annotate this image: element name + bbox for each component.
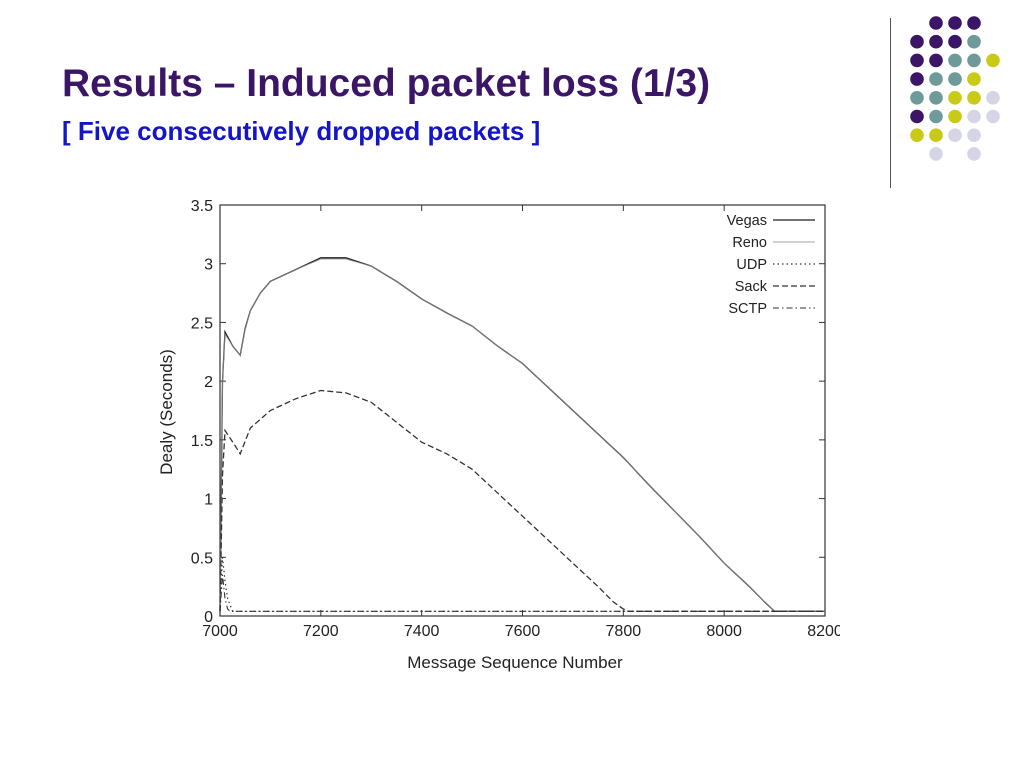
x-tick-label: 8000 — [706, 623, 742, 640]
decor-dot — [929, 16, 943, 30]
decor-dot — [910, 34, 924, 49]
legend-label: Reno — [732, 235, 767, 251]
decor-dot — [948, 16, 962, 30]
legend-label: Sack — [735, 279, 768, 295]
chart: 7000 7200 7400 7600 7800 8000 8200 0 0.5 1 1.5 2 2.5… — [157, 198, 840, 672]
y-tick-label: 2 — [204, 374, 213, 391]
decor-dot — [910, 91, 924, 105]
y-tick-label: 2.5 — [191, 315, 213, 332]
x-tick-label: 7400 — [404, 623, 440, 640]
decor-dot — [929, 91, 943, 105]
decor-dot — [967, 72, 981, 86]
decor-dot — [967, 16, 981, 30]
decor-dot — [967, 53, 981, 68]
series-line-sctp — [219, 574, 825, 612]
decor-dot — [948, 128, 962, 142]
decor-dot — [910, 72, 924, 86]
y-tick-label: 0.5 — [191, 550, 213, 567]
decor-dot — [986, 53, 1000, 68]
y-tick-label: 1 — [204, 492, 213, 509]
decor-dot — [948, 72, 962, 86]
plot-area: 7000 7200 7400 7600 7800 8000 8200 0 0.5 1 1.5 2 2.5… — [191, 198, 840, 640]
slide-title: Results – Induced packet loss (1/3) — [62, 62, 711, 105]
legend-label: Vegas — [727, 213, 767, 229]
y-axis-label: Dealy (Seconds) — [157, 349, 176, 475]
y-tick-label: 3.5 — [191, 198, 213, 215]
series-line-udp — [219, 557, 825, 612]
x-tick-label: 7200 — [303, 623, 339, 640]
decorative-dot-grid — [910, 16, 1000, 161]
decor-dot — [929, 34, 943, 49]
decor-dot — [948, 91, 962, 105]
decorative-divider — [890, 18, 891, 188]
decor-dot — [967, 109, 981, 124]
decor-dot — [929, 147, 943, 161]
decor-dot — [948, 34, 962, 49]
decor-dot — [910, 128, 924, 142]
y-tick-label: 1.5 — [191, 433, 213, 450]
series-line-sack — [219, 389, 825, 612]
x-tick-label: 8200 — [807, 623, 840, 640]
plot-frame — [219, 204, 826, 617]
x-tick-label: 7600 — [505, 623, 541, 640]
decor-dot — [986, 109, 1000, 124]
x-axis-label: Message Sequence Number — [407, 653, 623, 672]
x-tick-label: 7000 — [202, 623, 238, 640]
decor-dot — [929, 72, 943, 86]
decor-dot — [910, 109, 924, 124]
y-tick-label: 0 — [204, 609, 213, 626]
decor-dot — [967, 34, 981, 49]
decor-dot — [948, 109, 962, 124]
decor-dot — [929, 128, 943, 142]
decor-dot — [986, 91, 1000, 105]
y-tick-label: 3 — [204, 257, 213, 274]
slide-subtitle: [ Five consecutively dropped packets ] — [62, 116, 541, 146]
legend-label: UDP — [736, 257, 767, 273]
decor-dot — [929, 53, 943, 68]
decor-dot — [948, 53, 962, 68]
decor-dot — [929, 109, 943, 124]
decor-dot — [967, 91, 981, 105]
x-tick-label: 7800 — [606, 623, 642, 640]
series-line-reno — [219, 258, 825, 612]
decor-dot — [967, 128, 981, 142]
decor-dot — [967, 147, 981, 161]
legend-label: SCTP — [728, 301, 767, 317]
decor-dot — [910, 53, 924, 68]
